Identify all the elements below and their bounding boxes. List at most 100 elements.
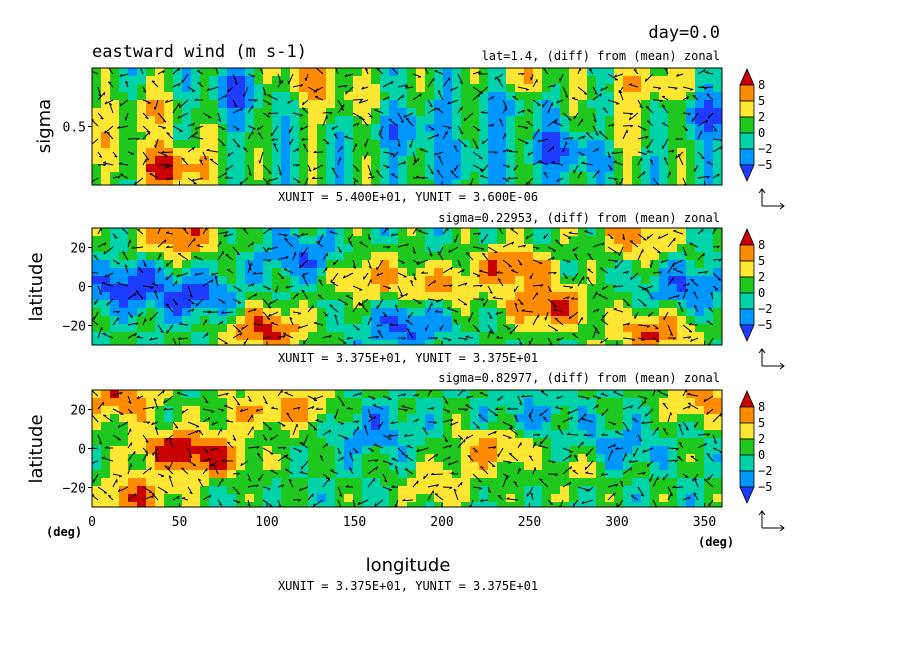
wind-vector [322,267,328,274]
heatmap-cell [506,236,516,245]
heatmap-cell [596,180,606,185]
heatmap-cell [146,438,156,447]
heatmap-cell [389,180,399,185]
heatmap-cell [434,340,444,345]
heatmap-cell [281,132,291,141]
heatmap-cell [560,324,570,333]
wind-vector-head [674,87,678,90]
heatmap-cell [560,228,570,237]
wind-vector [667,277,675,287]
heatmap-cell [461,148,471,157]
wind-vector [547,285,552,293]
heatmap-cell [515,502,525,507]
heatmap-cell [560,292,570,301]
heatmap-cell [326,100,336,109]
heatmap-cell [488,446,498,455]
heatmap-cell [695,478,705,487]
wind-vector [259,151,264,164]
wind-vector-head [700,85,705,88]
wind-vector-head [352,265,356,269]
heatmap-cell [308,68,318,77]
heatmap-cell [326,172,336,181]
heatmap-cell [155,414,165,423]
heatmap-cell [371,68,381,77]
heatmap-cell [587,244,597,253]
wind-vector-head [657,184,658,185]
heatmap-cell [398,502,408,507]
heatmap-cell [524,116,534,125]
wind-vector [664,68,669,75]
heatmap-cell [92,340,102,345]
heatmap-cell [632,140,642,149]
heatmap-cell [344,260,354,269]
heatmap-cell [614,124,624,133]
heatmap-cell [443,124,453,133]
heatmap-cell [452,100,462,109]
wind-vector [542,99,549,108]
heatmap-cell [551,446,561,455]
heatmap-cell [353,494,363,503]
wind-vector-head [101,327,103,331]
wind-vector [217,392,229,397]
heatmap-cell [659,132,669,141]
wind-vector [197,82,204,88]
wind-vector [142,495,154,501]
heatmap-cell [614,140,624,149]
heatmap-cell [407,470,417,479]
heatmap-cell [227,252,237,261]
heatmap-cell [515,68,525,77]
heatmap-cell [290,92,300,101]
heatmap-cell [443,284,453,293]
heatmap-cell [713,316,722,325]
wind-vector [697,270,708,274]
heatmap-cell [677,172,687,181]
heatmap-cell [452,340,462,345]
heatmap-cell [380,486,390,495]
heatmap-cell [272,300,282,309]
heatmap-cell [542,422,552,431]
heatmap-cell [335,414,345,423]
heatmap-cell [452,116,462,125]
heatmap-cell [551,438,561,447]
wind-vector-head [98,292,102,295]
heatmap-cell [551,414,561,423]
heatmap-cell [641,422,651,431]
heatmap-cell [371,308,381,317]
heatmap-cell [425,406,435,415]
wind-vector-head [176,274,180,278]
heatmap-cell [335,180,345,185]
heatmap-cell [650,92,660,101]
heatmap-cell [425,276,435,285]
heatmap-cell [200,390,210,399]
heatmap-cell [641,172,651,181]
heatmap-cell [524,486,534,495]
heatmap-cell [218,454,228,463]
heatmap-cell [551,406,561,415]
heatmap-cell [632,470,642,479]
heatmap-cell [182,470,192,479]
heatmap-cell [119,236,129,245]
heatmap-cell [407,84,417,93]
heatmap-cell [209,148,219,157]
heatmap-cell [596,260,606,269]
heatmap-cell [173,292,183,301]
heatmap-cell [254,92,264,101]
heatmap-cell [191,494,201,503]
heatmap-cell [92,140,102,149]
wind-vector [337,84,348,88]
heatmap-cell [470,124,480,133]
heatmap-cell [542,332,552,341]
heatmap-cell [479,470,489,479]
wind-vector-head [462,269,465,273]
heatmap-cell [245,478,255,487]
heatmap-cell [272,462,282,471]
wind-vector-head [491,332,495,335]
wind-vector [517,125,528,129]
heatmap-cell [227,76,237,85]
heatmap-cell [326,438,336,447]
heatmap-cell [155,180,165,185]
heatmap-cell [272,406,282,415]
heatmap-cell [146,92,156,101]
heatmap-cell [479,180,489,185]
heatmap-cell [434,92,444,101]
